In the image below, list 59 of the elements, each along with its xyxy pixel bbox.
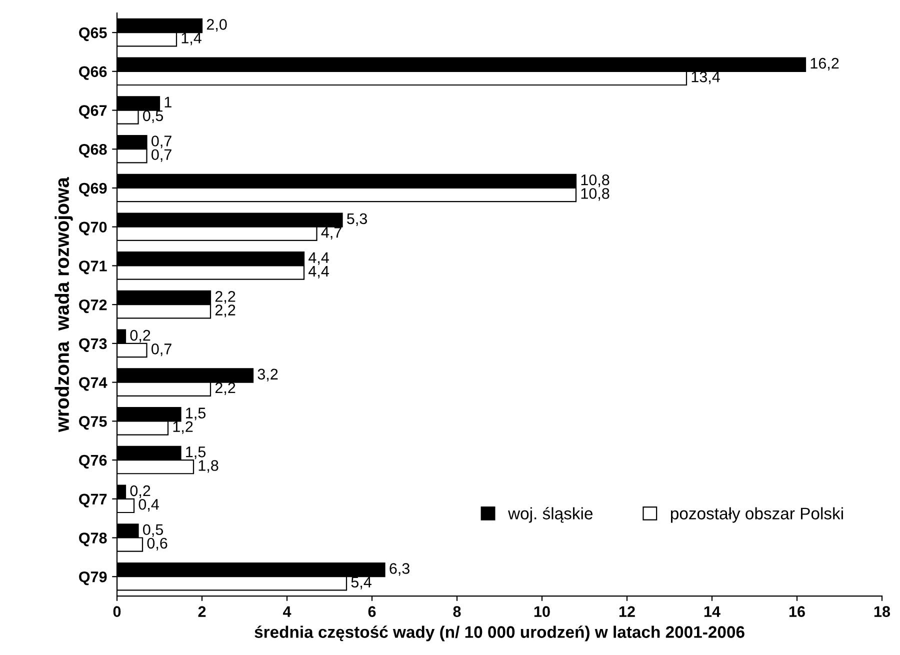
x-tick-label: 4: [282, 606, 292, 617]
data-label: 0,5: [143, 524, 164, 537]
y-tick-label: Q72: [79, 299, 107, 314]
data-label: 10,8: [581, 174, 610, 188]
data-label: 1,5: [186, 408, 206, 420]
y-tick-label: Q79: [79, 571, 107, 586]
y-tick-label: Q74: [79, 377, 108, 391]
legend-label: pozostały obszar Polski: [670, 507, 843, 523]
data-label: 2,2: [215, 291, 236, 304]
data-label: 4,4: [308, 252, 329, 265]
data-label: 1,4: [182, 32, 202, 46]
x-tick-label: 14: [704, 606, 720, 617]
data-label: 0,4: [138, 498, 159, 512]
data-label: 3,2: [258, 368, 278, 382]
legend-label: woj. śląskie: [508, 507, 592, 523]
x-tick-label: 16: [789, 606, 805, 617]
data-label: 1,5: [186, 446, 206, 460]
data-label: 2,2: [215, 382, 236, 396]
data-label: 1: [164, 96, 172, 108]
data-label: 5,4: [351, 576, 372, 590]
y-tick-label: Q76: [79, 454, 107, 469]
y-tick-label: Q69: [79, 182, 107, 197]
y-tick-label: Q78: [79, 532, 107, 546]
data-label: 0,5: [143, 110, 164, 123]
data-label: 6,3: [390, 563, 410, 576]
data-label: 0,2: [130, 330, 150, 343]
data-label: 4,7: [321, 227, 342, 240]
data-label: 4,4: [308, 266, 329, 278]
data-label: 0,6: [147, 538, 168, 550]
y-tick-label: Q68: [79, 144, 107, 158]
data-label: 0,2: [130, 485, 150, 498]
y-tick-label: Q70: [79, 222, 107, 236]
data-label: 5,3: [347, 213, 367, 226]
data-label: 1,8: [198, 460, 218, 473]
y-tick-label: Q71: [79, 260, 107, 274]
x-tick-label: 18: [874, 606, 890, 617]
data-label: 13,4: [692, 71, 720, 84]
data-label: 0,7: [152, 149, 172, 162]
x-tick-label: 2: [198, 606, 206, 617]
data-label: 0,7: [152, 344, 172, 356]
data-label: 2,2: [215, 304, 236, 318]
data-label: 1,2: [173, 421, 193, 434]
y-tick-label: Q77: [79, 494, 107, 508]
x-tick-label: 0: [113, 606, 121, 617]
y-tick-label: Q66: [79, 66, 107, 80]
y-tick-label: Q65: [79, 27, 107, 42]
data-label: 2,0: [206, 19, 227, 32]
y-tick-label: Q73: [79, 338, 107, 352]
x-tick-label: 12: [619, 606, 635, 617]
y-axis-title: wrodzona wada rozwojowa: [54, 176, 73, 432]
y-tick-label: Q67: [79, 105, 107, 119]
y-tick-label: Q75: [79, 416, 107, 430]
data-label: 0,7: [152, 136, 172, 148]
x-tick-label: 6: [368, 606, 376, 617]
x-tick-label: 10: [534, 606, 550, 617]
data-label: 10,8: [581, 188, 610, 201]
data-label: 16,2: [810, 58, 839, 70]
x-axis-title: średnia częstość wady (n/ 10 000 urodzeń) w latach 2001-2006: [254, 626, 744, 642]
x-tick-label: 8: [453, 606, 461, 617]
